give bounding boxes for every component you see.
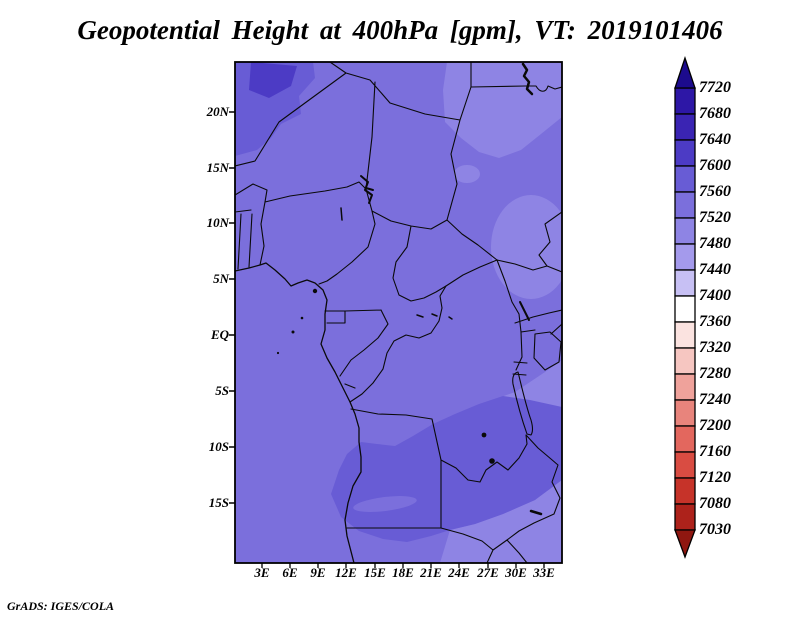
lon-tick-label: 15E	[364, 565, 386, 580]
colorbar-segment	[674, 87, 696, 115]
lat-tick-label: 10S	[208, 439, 229, 454]
lon-tick-label: 27E	[477, 565, 499, 580]
borders-central-africa	[318, 188, 562, 302]
colorbar-tick-label: 7600	[699, 157, 731, 174]
borders-east-africa	[496, 259, 562, 376]
colorbar-tick-label: 7440	[699, 261, 731, 278]
coastline	[235, 262, 362, 563]
lon-tick-label: 9E	[310, 565, 326, 580]
contour-region-east-light	[491, 195, 562, 299]
lon-tick-marks	[261, 563, 545, 568]
lake-victoria	[533, 331, 562, 371]
colorbar-segment	[674, 295, 696, 323]
lat-tick-label: 15N	[206, 160, 229, 175]
principe-island-icon	[300, 316, 304, 320]
lake-tanganyika	[512, 371, 534, 436]
colorbar-segment	[674, 113, 696, 141]
lon-tick-label: 3E	[254, 565, 270, 580]
colorbar-tick-label: 7560	[699, 183, 731, 200]
lake-nasser-icon	[521, 62, 534, 96]
borders-west-africa	[235, 181, 367, 270]
lon-tick-label: 21E	[420, 565, 442, 580]
lat-tick-label: 15S	[208, 495, 229, 510]
colorbar-arrow-down	[674, 529, 696, 559]
lake-chad-icon	[360, 175, 374, 204]
colorbar-tick-label: 7160	[699, 443, 731, 460]
lat-tick-marks	[229, 111, 235, 504]
colorbar-segment	[674, 243, 696, 271]
colorbar-tick-label: 7480	[699, 235, 731, 252]
lake-mweru-icon	[481, 432, 487, 438]
colorbar-tick-label: 7240	[699, 391, 731, 408]
colorbar-segment	[674, 269, 696, 297]
colorbar-tick-label: 7280	[699, 365, 731, 382]
contour-fill-layer	[235, 62, 562, 563]
bioko-island-icon	[312, 288, 318, 294]
colorbar-segment	[674, 321, 696, 349]
colorbar-segment	[674, 477, 696, 505]
map-area	[229, 61, 563, 568]
lat-tick-label: 10N	[206, 215, 229, 230]
sao-tome-island-icon	[291, 330, 295, 334]
colorbar-tick-label: 7400	[699, 287, 731, 304]
lon-tick-label: 18E	[392, 565, 414, 580]
page-title: Geopotential Height at 400hPa [gpm], VT:…	[77, 15, 723, 45]
kainji-reservoir-icon	[340, 207, 343, 221]
colorbar-tick-label: 7360	[699, 313, 731, 330]
colorbar-segment	[674, 425, 696, 453]
borders-gulf-of-guinea	[324, 285, 447, 403]
lon-tick-label: 6E	[282, 565, 298, 580]
lat-tick-label: 5N	[213, 271, 229, 286]
lon-tick-label: 12E	[335, 565, 357, 580]
colorbar-tick-label: 7200	[699, 417, 731, 434]
colorbar-segment	[674, 451, 696, 479]
annobon-island-icon	[276, 351, 280, 355]
colorbar-tick-label: 7520	[699, 209, 731, 226]
colorbar-segment	[674, 373, 696, 401]
colorbar	[674, 87, 696, 531]
borders-southern-africa	[346, 408, 561, 563]
colorbar-arrow-up	[674, 55, 696, 89]
congo-river-lakes-icon	[416, 313, 453, 320]
contour-streak-base	[353, 496, 417, 512]
colorbar-tick-label: 7720	[699, 79, 731, 96]
lon-tick-label: 33E	[533, 565, 555, 580]
colorbar-segment	[674, 139, 696, 167]
contour-region-se-light-lower	[440, 477, 562, 563]
colorbar-segment	[674, 399, 696, 427]
contour-patch-light-small	[454, 165, 480, 183]
colorbar-segment	[674, 347, 696, 375]
lat-tick-label: 20N	[206, 104, 229, 119]
colorbar-tick-label: 7120	[699, 469, 731, 486]
colorbar-segment	[674, 503, 696, 531]
lat-tick-label: EQ	[210, 327, 229, 342]
borders-north-africa	[235, 62, 562, 221]
contour-region-nw-core	[249, 62, 297, 98]
grads-attribution: GrADS: IGES/COLA	[7, 599, 115, 613]
colorbar-segment	[674, 191, 696, 219]
colorbar-segment	[674, 165, 696, 193]
lake-bangweulu-icon	[489, 458, 495, 464]
colorbar-tick-label: 7680	[699, 105, 731, 122]
lat-tick-label: 5S	[215, 383, 229, 398]
colorbar-tick-label: 7080	[699, 495, 731, 512]
lon-tick-label: 30E	[505, 565, 527, 580]
map-frame	[234, 61, 563, 564]
lon-tick-label: 24E	[448, 565, 470, 580]
lake-albert-icon	[519, 301, 530, 321]
colorbar-tick-label: 7320	[699, 339, 731, 356]
colorbar-segment	[674, 217, 696, 245]
colorbar-tick-label: 7030	[699, 521, 731, 538]
colorbar-tick-label: 7640	[699, 131, 731, 148]
lake-malawi-icon	[529, 509, 543, 516]
